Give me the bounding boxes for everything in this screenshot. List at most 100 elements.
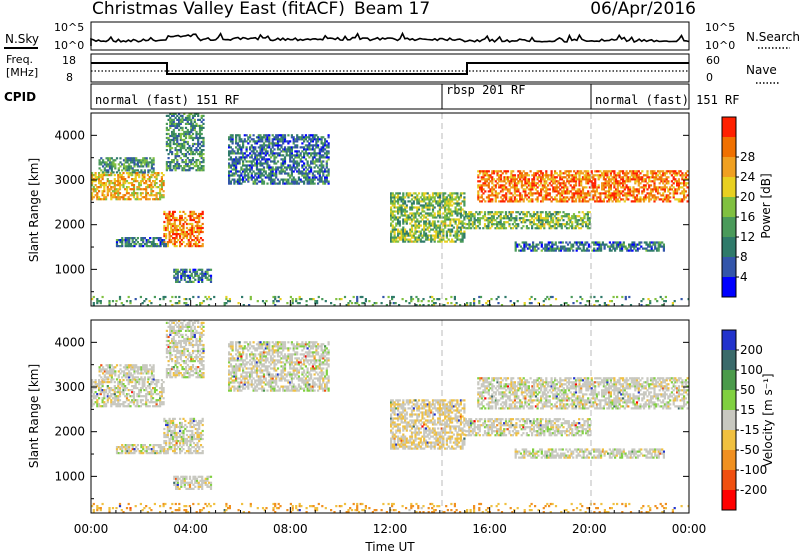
power-cell <box>477 174 480 177</box>
power-cell <box>466 227 469 230</box>
power-cell <box>194 274 197 277</box>
power-cell <box>558 249 561 252</box>
power-cell <box>108 304 111 306</box>
power-cell <box>642 196 646 199</box>
power-cell <box>608 198 611 201</box>
power-cell <box>287 154 290 157</box>
power-cell <box>412 234 415 237</box>
power-cell <box>437 202 440 205</box>
power-cell <box>651 194 654 197</box>
power-cell <box>195 151 198 154</box>
power-cell <box>677 188 680 191</box>
power-cell <box>235 166 238 169</box>
power-cell <box>544 298 547 301</box>
power-cell <box>584 243 587 246</box>
power-cell <box>551 247 554 250</box>
power-cell <box>513 198 516 201</box>
power-cell <box>473 304 476 306</box>
power-cell <box>649 194 653 197</box>
power-cell <box>593 247 596 250</box>
power-cell <box>526 172 529 175</box>
power-cell <box>662 245 665 248</box>
power-cell <box>438 234 441 237</box>
power-cell <box>303 154 306 157</box>
power-cell <box>235 156 238 159</box>
power-cell <box>178 142 181 146</box>
power-cell <box>657 241 660 244</box>
power-cell <box>195 136 198 140</box>
power-cell <box>492 217 495 220</box>
power-cell <box>519 176 522 179</box>
power-cell <box>204 274 207 277</box>
power-cell <box>409 208 412 211</box>
power-cell <box>482 184 485 187</box>
power-cell <box>456 192 459 195</box>
power-cell <box>519 196 522 199</box>
power-cell <box>268 144 271 147</box>
power-cell <box>103 184 106 187</box>
power-cell <box>150 194 153 197</box>
power-cell <box>444 208 447 211</box>
power-cell <box>305 304 308 306</box>
power-cell <box>373 302 376 305</box>
power-cell <box>491 172 494 175</box>
power-cell <box>567 170 571 173</box>
power-cell <box>127 174 130 177</box>
power-cell <box>122 198 125 201</box>
power-cell <box>523 241 526 244</box>
power-cell <box>191 138 195 142</box>
power-cell <box>297 136 300 139</box>
power-cell <box>145 192 148 195</box>
power-cell <box>635 170 639 173</box>
power-cell <box>601 186 604 189</box>
power-cell <box>524 190 527 193</box>
power-cell <box>283 150 287 153</box>
power-cell <box>576 170 579 173</box>
power-cell <box>424 234 428 237</box>
power-cell <box>611 194 614 197</box>
power-cell <box>604 178 607 181</box>
power-cell <box>596 243 599 246</box>
power-cell <box>437 226 440 229</box>
power-cell <box>289 182 292 185</box>
power-cell <box>271 180 274 183</box>
power-cell <box>512 170 515 173</box>
power-cell <box>169 165 172 168</box>
power-cell <box>186 165 189 168</box>
power-cell <box>627 186 630 189</box>
power-cell <box>574 227 577 230</box>
power-cell <box>489 221 492 224</box>
power-cell <box>301 160 304 163</box>
power-cell <box>393 198 396 201</box>
power-cell <box>410 206 414 209</box>
power-cell <box>398 238 401 241</box>
power-cell <box>532 219 535 222</box>
power-cell <box>180 224 183 228</box>
power-cell <box>531 225 534 228</box>
power-cell <box>249 168 252 171</box>
power-cell <box>662 180 665 183</box>
power-cell <box>99 182 102 185</box>
power-cell <box>176 274 179 277</box>
power-cell <box>183 268 186 271</box>
power-cell <box>461 208 464 211</box>
power-cell <box>112 165 115 168</box>
power-cell <box>595 174 598 177</box>
power-cell <box>594 182 597 185</box>
power-cell <box>645 243 648 246</box>
power-cell <box>635 188 639 191</box>
power-cell <box>676 190 679 193</box>
power-cell <box>238 148 241 151</box>
power-cell <box>541 178 544 181</box>
power-cell <box>269 156 273 159</box>
power-cell <box>176 122 179 125</box>
power-cell <box>577 241 580 244</box>
power-cell <box>451 238 454 241</box>
power-cell <box>247 172 250 175</box>
power-cell <box>646 182 649 185</box>
power-cell <box>569 170 572 173</box>
power-cell <box>622 243 625 246</box>
power-cell <box>266 162 269 165</box>
power-cell <box>199 278 202 281</box>
power-cell <box>681 174 684 177</box>
